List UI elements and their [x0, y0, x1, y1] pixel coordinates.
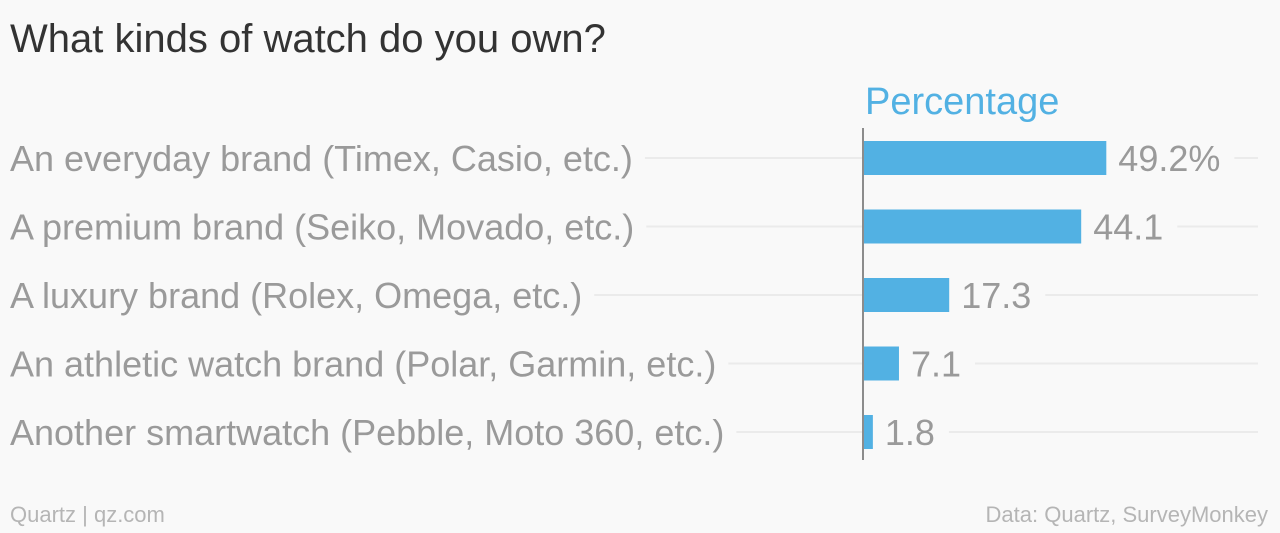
bar — [864, 209, 1082, 244]
bar — [864, 415, 873, 449]
footer-credit: Quartz | qz.com — [10, 502, 165, 527]
category-label: A premium brand (Seiko, Movado, etc.) — [10, 207, 634, 248]
value-label: 7.1 — [911, 344, 961, 385]
footer-source: Data: Quartz, SurveyMonkey — [986, 502, 1268, 527]
category-label: A luxury brand (Rolex, Omega, etc.) — [10, 275, 582, 316]
chart-title: What kinds of watch do you own? — [10, 17, 606, 61]
category-label: Another smartwatch (Pebble, Moto 360, et… — [10, 412, 724, 453]
value-label: 1.8 — [885, 412, 935, 453]
bar-rows: An everyday brand (Timex, Casio, etc.) 49… — [10, 138, 1258, 453]
value-label: 17.3 — [961, 275, 1031, 316]
bar — [864, 278, 950, 312]
bar — [864, 346, 899, 381]
series-label: Percentage — [865, 81, 1059, 123]
category-label: An athletic watch brand (Polar, Garmin, … — [10, 344, 716, 385]
category-label: An everyday brand (Timex, Casio, etc.) — [10, 138, 633, 179]
value-label: 49.2% — [1118, 138, 1220, 179]
bar — [864, 141, 1107, 175]
value-label: 44.1 — [1093, 207, 1163, 248]
